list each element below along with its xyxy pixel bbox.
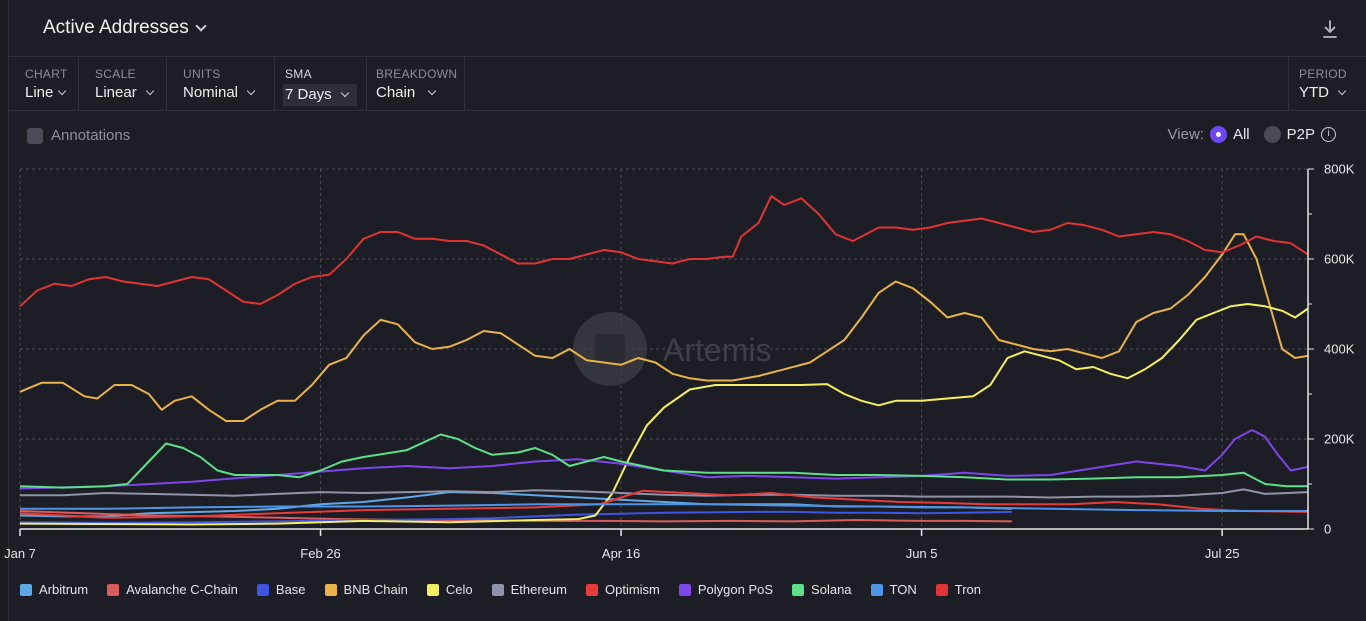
series-line-optimism [19, 489, 1309, 519]
view-all-option[interactable]: All [1232, 126, 1250, 143]
legend-swatch [491, 583, 504, 596]
legend-item[interactable]: BNB Chain [324, 582, 408, 597]
view-p2p-option[interactable]: P2P [1286, 126, 1315, 143]
view-p2p-radio[interactable] [1263, 126, 1281, 143]
sma-control[interactable]: SMA 7 Days [275, 57, 367, 111]
breakdown-value: Chain [376, 84, 416, 101]
series-line-ton [20, 503, 1308, 512]
y-tick-label: 0 [1324, 522, 1331, 537]
annotations-label: Annotations [51, 127, 131, 144]
download-icon[interactable] [1322, 19, 1338, 39]
legend-label: TON [889, 582, 917, 597]
legend-item[interactable]: Solana [792, 582, 852, 597]
period-control[interactable]: PERIOD YTD [1288, 57, 1366, 111]
legend-item[interactable]: Celo [426, 582, 473, 597]
scale-label: SCALE [95, 67, 136, 81]
y-tick-label: 600K [1324, 252, 1355, 267]
view-selector: View: All P2P i [1168, 126, 1336, 143]
series-line-ethereum [20, 488, 1309, 499]
legend-swatch [870, 583, 883, 596]
scale-control[interactable]: SCALE Linear [79, 57, 167, 111]
breakdown-control[interactable]: BREAKDOWN Chain [367, 57, 465, 111]
legend-label: Arbitrum [39, 582, 89, 597]
series-line-bnb-chain [19, 233, 1309, 422]
legend-label: Optimism [604, 582, 660, 597]
y-tick-label: 200K [1324, 432, 1355, 447]
legend-item[interactable]: Ethereum [491, 582, 567, 597]
legend-item[interactable]: TON [870, 582, 917, 597]
legend-label: Celo [445, 582, 473, 597]
legend-swatch [792, 583, 805, 596]
y-tick-label: 800K [1324, 162, 1355, 177]
legend-swatch [20, 583, 32, 596]
series-line-celo [19, 303, 1309, 526]
legend-item[interactable]: Optimism [585, 582, 660, 597]
metric-selector[interactable]: Active Addresses [43, 17, 207, 39]
legend-label: BNB Chain [343, 582, 408, 597]
legend-label: Solana [811, 582, 852, 597]
units-control[interactable]: UNITS Nominal [167, 57, 275, 111]
metric-title: Active Addresses [43, 17, 189, 38]
legend-swatch [678, 583, 691, 596]
series-line-base [19, 510, 1012, 524]
legend-swatch [107, 583, 120, 596]
legend-item[interactable]: Polygon PoS [678, 582, 774, 597]
legend-item[interactable]: Base [256, 582, 306, 597]
units-value: Nominal [183, 84, 239, 101]
sma-value: 7 Days [285, 86, 332, 103]
x-tick-label: Jul 25 [1205, 546, 1240, 561]
artemis-logo-mark [595, 334, 625, 364]
watermark-text: Artemis [663, 332, 771, 368]
series-line-polygon-pos [19, 429, 1309, 490]
legend-swatch [426, 583, 439, 596]
legend-label: Polygon PoS [697, 582, 774, 597]
annotations-toggle[interactable]: Annotations [27, 127, 130, 144]
breakdown-label: BREAKDOWN [376, 67, 458, 81]
x-tick-label: Feb 26 [300, 546, 340, 561]
info-icon[interactable]: i [1321, 127, 1336, 142]
legend-label: Ethereum [510, 582, 567, 597]
legend-item[interactable]: Tron [935, 582, 981, 597]
view-label: View: [1167, 126, 1204, 143]
legend-swatch [935, 583, 948, 596]
x-tick-label: Jan 7 [4, 546, 36, 561]
chart-controls: CHART Line SCALE Linear UNITS Nominal SM… [9, 57, 1366, 111]
series-line-tron [19, 195, 1309, 308]
legend-swatch [324, 583, 337, 596]
view-all-radio[interactable] [1209, 126, 1227, 143]
chart-legend: Arbitrum Avalanche C-Chain Base BNB Chain Ce… [20, 582, 1000, 597]
chart-type-control[interactable]: CHART Line [9, 57, 79, 111]
x-tick-label: Apr 16 [602, 546, 640, 561]
chart-type-value: Line [25, 84, 54, 101]
legend-item[interactable]: Arbitrum [20, 582, 88, 597]
chart-type-label: CHART [25, 67, 68, 81]
annotations-checkbox[interactable] [27, 127, 43, 144]
legend-label: Tron [954, 582, 981, 597]
series-line-solana [19, 433, 1308, 489]
legend-item[interactable]: Avalanche C-Chain [107, 582, 238, 597]
period-value: YTD [1299, 84, 1329, 101]
legend-swatch [256, 583, 269, 596]
x-tick-label: Jun 5 [906, 546, 938, 561]
sma-label: SMA [285, 67, 312, 81]
chart-header: Active Addresses [9, 0, 1366, 57]
legend-label: Base [275, 582, 306, 597]
legend-swatch [585, 583, 598, 596]
units-label: UNITS [183, 67, 221, 81]
period-label: PERIOD [1299, 67, 1347, 81]
y-tick-label: 400K [1324, 342, 1355, 357]
scale-value: Linear [95, 84, 137, 101]
legend-label: Avalanche C-Chain [126, 582, 238, 597]
